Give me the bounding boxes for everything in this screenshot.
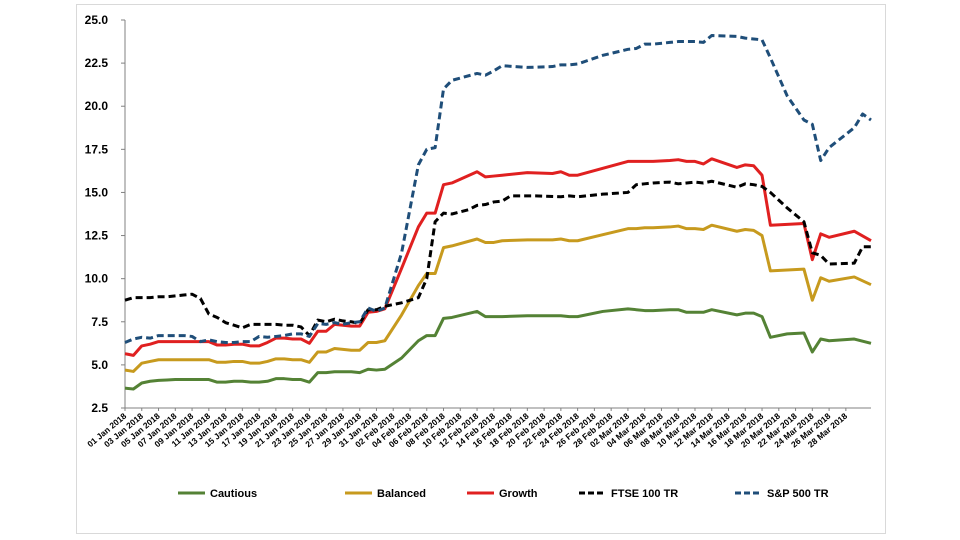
legend-label: Growth — [499, 488, 538, 500]
y-tick-label: 5.0 — [91, 358, 108, 372]
y-tick-label: 2.5 — [91, 401, 108, 415]
legend-label: Balanced — [377, 488, 426, 500]
series-line-balanced — [124, 223, 872, 373]
series-line-s-p-500-tr — [124, 34, 872, 344]
legend-label: FTSE 100 TR — [611, 488, 678, 500]
y-tick-label: 22.5 — [85, 56, 109, 70]
legend: Cautious Balanced Growth FTSE 100 TR S&P 500… — [178, 488, 829, 500]
y-tick-label: 7.5 — [91, 315, 108, 329]
y-tick-label: 20.0 — [85, 99, 109, 113]
chart-frame — [76, 4, 886, 534]
series-lines — [124, 34, 872, 391]
series-line-ftse-100-tr — [124, 179, 871, 338]
y-tick-label: 12.5 — [85, 229, 109, 243]
y-tick-label: 25.0 — [85, 13, 109, 27]
y-tick-label: 17.5 — [85, 142, 109, 156]
series-line-cautious — [124, 307, 872, 391]
chart-axes — [124, 20, 871, 409]
series-line-growth — [124, 157, 872, 357]
legend-label: Cautious — [210, 488, 257, 500]
y-tick-label: 15.0 — [85, 185, 109, 199]
y-axis-ticks: 2.5 5.0 7.5 10.0 12.5 15.0 17.5 20.0 22.5 25.0 — [85, 13, 125, 415]
legend-label: S&P 500 TR — [767, 488, 829, 500]
y-tick-label: 10.0 — [85, 272, 109, 286]
